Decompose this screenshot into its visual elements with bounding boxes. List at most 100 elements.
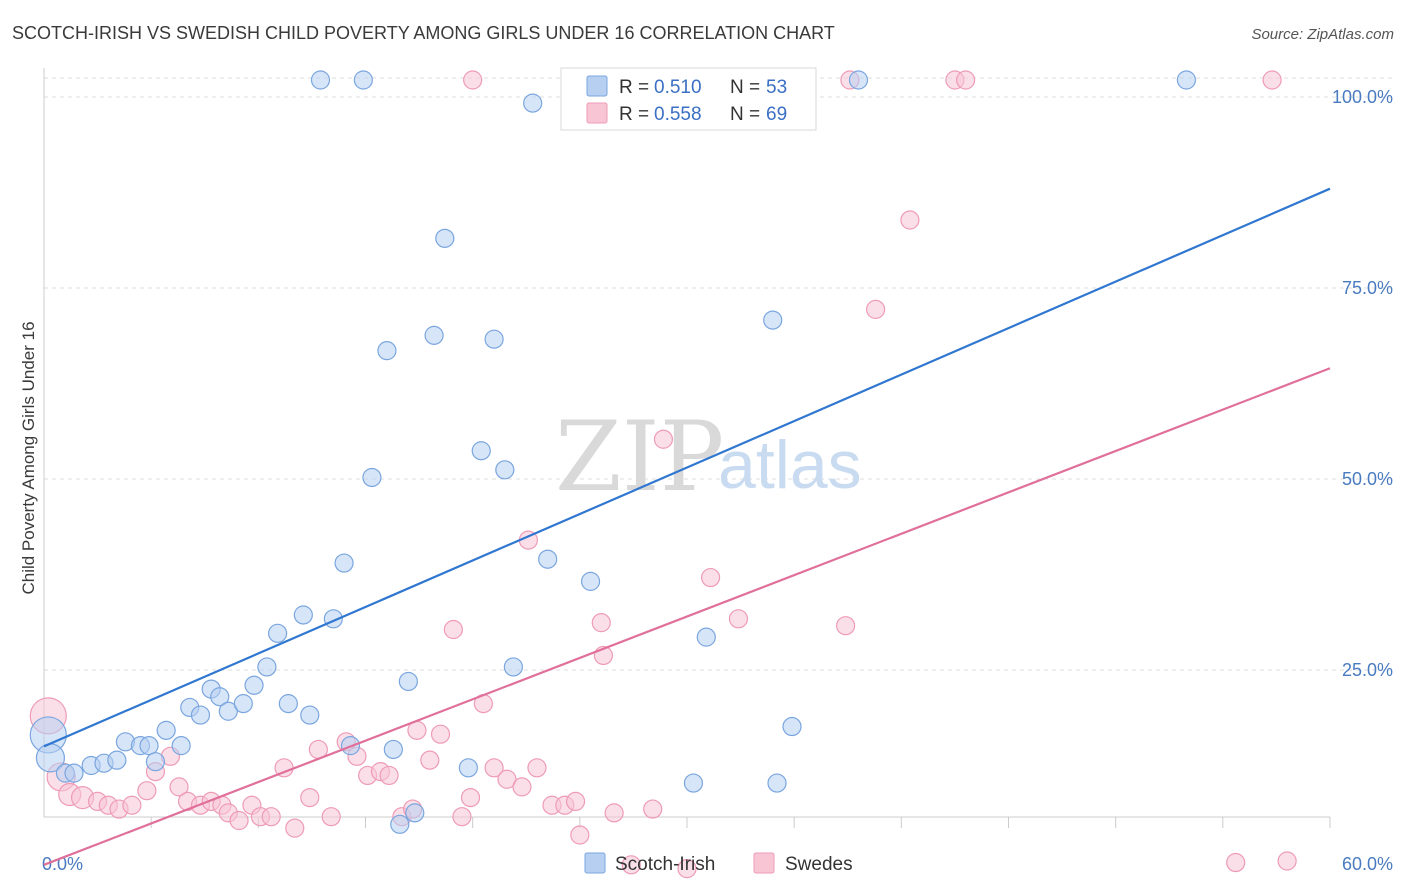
swedes-point-40: [484, 758, 504, 778]
scotch-irish-point-46: [763, 310, 783, 330]
swedes-point-35: [430, 724, 451, 744]
swedes-point-7: [122, 795, 142, 815]
y-tick-label-50: 50.0%: [1342, 469, 1393, 489]
scotch-irish-point-37: [471, 441, 491, 461]
swedes-point-34: [420, 750, 440, 770]
watermark: ZIP atlas: [555, 401, 862, 513]
swedes-point-55: [677, 859, 697, 879]
swedes-point-11: [169, 777, 189, 797]
scotch-irish-point-35: [435, 228, 455, 248]
swedes-trend-line: [43, 367, 1331, 866]
legend-n-label-swedes: N =: [730, 104, 760, 125]
swedes-point-23: [300, 787, 320, 808]
swedes-point-59: [866, 299, 886, 319]
swedes-point-25: [321, 807, 341, 827]
scotch-irish-point-26: [334, 553, 354, 573]
swedes-point-42: [512, 777, 532, 797]
swedes-point-68: [463, 70, 483, 90]
series-legend: Scotch-Irish Swedes: [584, 852, 853, 875]
scotch-irish-point-31: [390, 814, 410, 834]
swedes-point-36: [443, 619, 463, 640]
series-legend-label-swedes: Swedes: [785, 854, 853, 875]
scotch-irish-point-3: [64, 763, 84, 783]
legend-r-value-swedes: 0.558: [654, 104, 702, 125]
y-tick-label-25: 25.0%: [1342, 660, 1393, 680]
stats-legend: R = 0.510 N = 53 R = 0.558 N = 69: [560, 67, 817, 131]
scotch-irish-point-20: [257, 657, 277, 677]
scotch-irish-point-16: [210, 687, 230, 707]
scotch-irish-point-50: [353, 70, 373, 90]
scotch-irish-point-47: [767, 773, 787, 793]
chart-source: Source: ZipAtlas.com: [1251, 26, 1394, 43]
scotch-irish-point-33: [398, 671, 418, 692]
watermark-zip: ZIP: [555, 401, 724, 513]
scotch-irish-point-24: [300, 705, 320, 725]
trend-lines: [43, 187, 1331, 866]
scotch-irish-point-48: [782, 716, 802, 737]
scotch-irish-point-11: [156, 720, 176, 740]
legend-swatch-scotch-irish: [586, 75, 608, 97]
swedes-point-44: [527, 758, 547, 778]
scotch-irish-point-51: [848, 70, 869, 90]
swedes-point-66: [1262, 70, 1282, 90]
x-tick-label-60: 60.0%: [1342, 854, 1393, 874]
swedes-point-52: [621, 855, 641, 875]
y-tick-label-100: 100.0%: [1332, 87, 1393, 107]
scotch-irish-point-28: [362, 467, 382, 488]
series-legend-swatch-swedes: [753, 852, 775, 874]
scotch-irish-point-22: [278, 694, 298, 714]
swedes-point-54: [653, 429, 674, 449]
scotch-irish-point-17: [218, 701, 238, 721]
scotch-irish-point-43: [580, 571, 601, 591]
scotch-irish-point-49: [310, 70, 331, 90]
swedes-point-38: [460, 787, 481, 808]
scotch-irish-point-39: [495, 460, 515, 480]
chart-title: SCOTCH-IRISH VS SWEDISH CHILD POVERTY AM…: [12, 23, 835, 43]
legend-r-label-swedes: R =: [619, 104, 649, 125]
scotch-irish-point-52: [1176, 70, 1196, 90]
swedes-point-48: [570, 825, 590, 845]
y-tick-label-75: 75.0%: [1342, 278, 1393, 298]
legend-n-value-scotch-irish: 53: [766, 77, 787, 98]
scotch-irish-points: [29, 70, 1196, 834]
scotch-irish-point-40: [503, 657, 523, 677]
series-legend-swatch-scotch-irish: [584, 852, 606, 874]
scotch-irish-point-19: [244, 675, 264, 695]
swedes-point-60: [900, 210, 920, 230]
scotch-irish-point-29: [377, 341, 397, 361]
scotch-irish-point-34: [424, 325, 444, 345]
scotch-irish-point-9: [139, 736, 159, 756]
scotch-irish-point-10: [145, 752, 166, 772]
x-tick-label-0: 0.0%: [42, 854, 83, 874]
swedes-point-20: [261, 807, 281, 827]
y-axis-tick-labels: 25.0% 50.0% 75.0% 100.0%: [1332, 87, 1393, 680]
gridlines: [44, 77, 1395, 671]
swedes-point-57: [728, 609, 749, 629]
swedes-point-49: [591, 613, 611, 633]
swedes-point-8: [137, 781, 157, 801]
swedes-point-58: [836, 616, 856, 636]
scotch-irish-point-45: [696, 627, 716, 647]
scotch-irish-point-6: [107, 750, 127, 770]
legend-n-value-swedes: 69: [766, 104, 787, 125]
scotch-irish-point-12: [171, 736, 191, 756]
legend-r-label-scotch-irish: R =: [619, 77, 649, 98]
scotch-irish-point-23: [293, 605, 313, 625]
scotch-irish-point-18: [233, 694, 253, 714]
legend-swatch-swedes: [586, 102, 608, 124]
scotch-irish-point-21: [268, 623, 288, 643]
swedes-point-22: [285, 818, 305, 838]
scotch-irish-point-14: [190, 705, 211, 725]
scotch-irish-point-36: [458, 758, 478, 778]
swedes-point-30: [379, 765, 399, 786]
watermark-atlas: atlas: [718, 427, 862, 503]
legend-n-label-scotch-irish: N =: [730, 77, 760, 98]
swedes-point-62: [1277, 851, 1297, 871]
scotch-irish-trend-line: [43, 187, 1331, 748]
scotch-irish-point-41: [523, 93, 543, 113]
scotch-irish-point-42: [538, 549, 558, 569]
x-axis-tick-labels: 0.0% 60.0%: [42, 854, 1393, 874]
swedes-point-61: [1226, 852, 1246, 873]
swedes-point-47: [565, 791, 586, 812]
